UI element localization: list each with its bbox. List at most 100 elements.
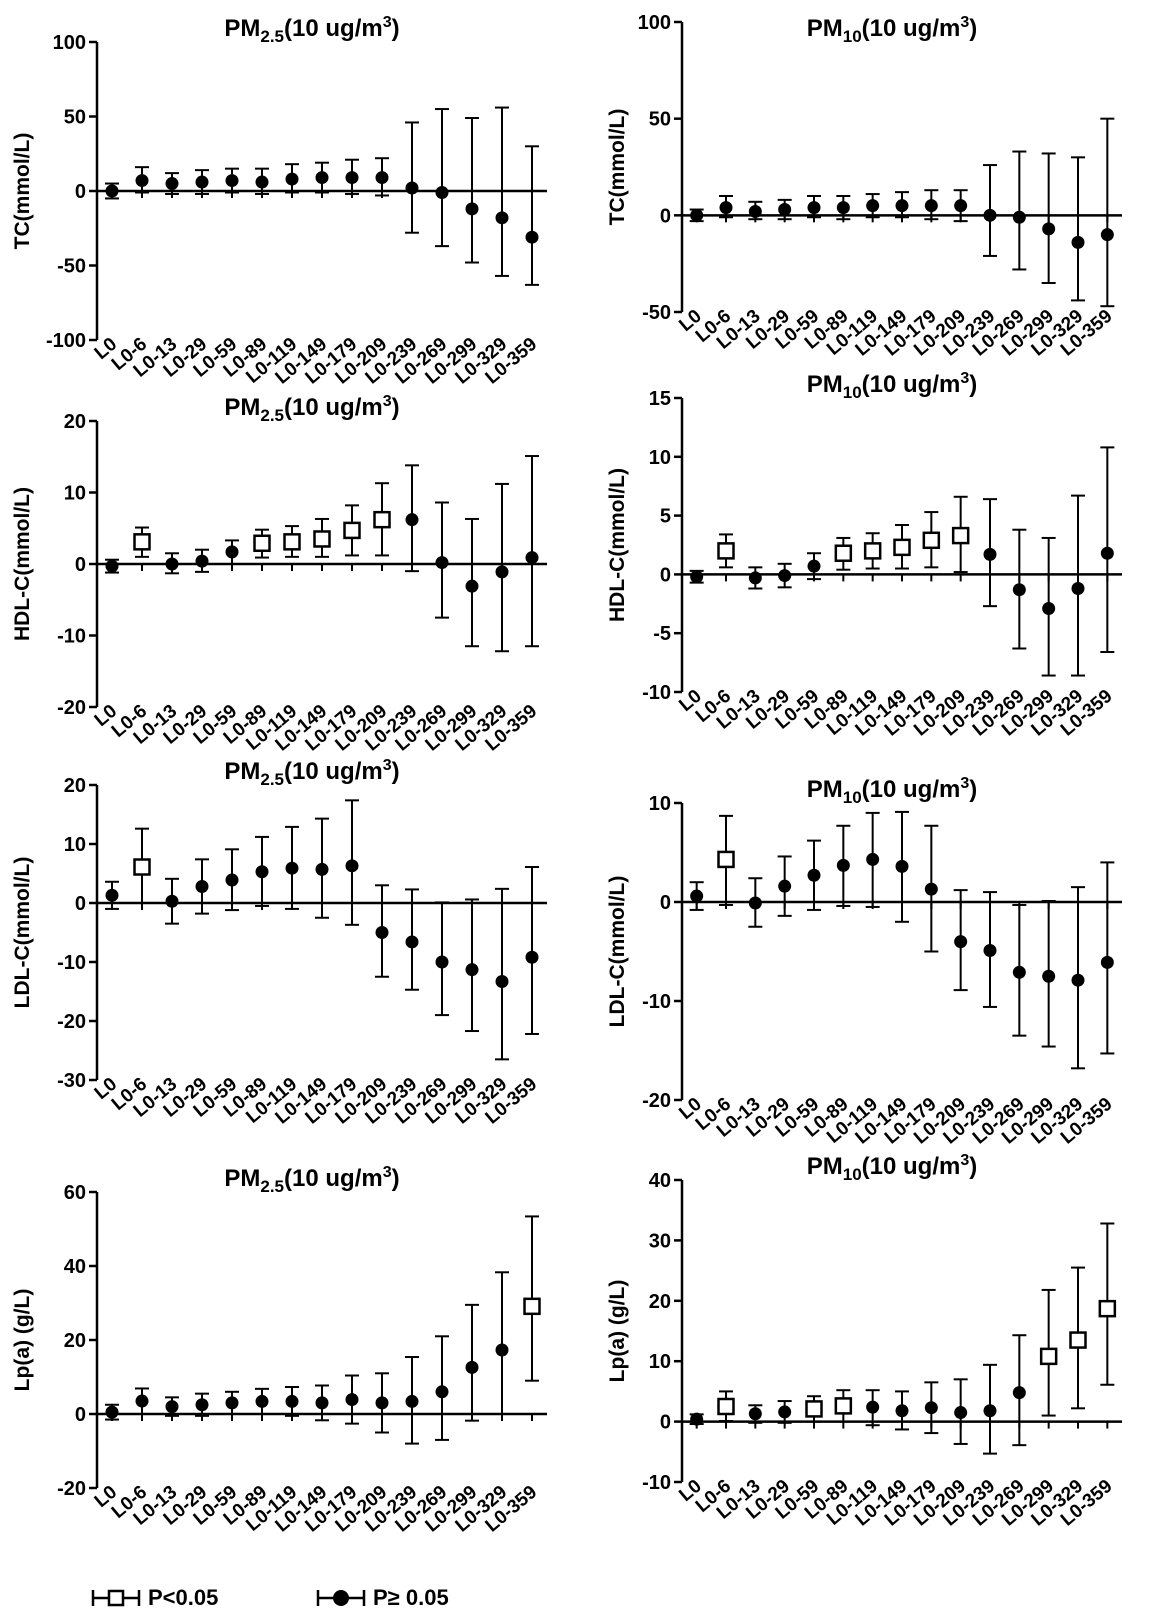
point-nonsignificant <box>405 1394 419 1408</box>
y-tick-label: 60 <box>64 1182 86 1204</box>
y-axis-label: HDL-C(mmol/L) <box>11 487 34 641</box>
point-nonsignificant <box>105 184 119 198</box>
point-nonsignificant <box>690 1412 704 1426</box>
y-tick-label: 0 <box>75 554 86 576</box>
point-nonsignificant <box>836 201 850 215</box>
point-significant <box>523 1297 541 1316</box>
y-tick-label: 5 <box>660 506 671 528</box>
point-nonsignificant <box>1071 973 1085 987</box>
y-tick-label: 0 <box>75 1404 86 1426</box>
point-nonsignificant <box>983 208 997 222</box>
y-tick-label: -10 <box>642 1472 671 1494</box>
point-nonsignificant <box>375 1396 389 1410</box>
point-nonsignificant <box>435 185 449 199</box>
point-nonsignificant <box>954 199 968 213</box>
point-nonsignificant <box>954 1406 968 1420</box>
point-nonsignificant <box>1042 969 1056 983</box>
y-tick-label: 50 <box>64 107 86 129</box>
chart-title: PM2.5(10 ug/m3) <box>224 393 399 425</box>
point-nonsignificant <box>465 963 479 977</box>
point-nonsignificant <box>807 868 821 882</box>
point-significant <box>1069 1331 1087 1349</box>
point-nonsignificant <box>405 513 419 527</box>
point-nonsignificant <box>255 1394 269 1408</box>
point-nonsignificant <box>807 559 821 573</box>
point-significant <box>373 510 391 529</box>
legend-label-significant: P<0.05 <box>148 1585 219 1610</box>
point-nonsignificant <box>285 861 299 875</box>
figure-panels: PM2.5(10 ug/m3)-100-50050100TC(mmol/L)L0… <box>11 12 1122 1537</box>
y-tick-label: 10 <box>649 447 671 469</box>
point-nonsignificant <box>778 569 792 583</box>
point-nonsignificant <box>1012 1386 1026 1400</box>
point-nonsignificant <box>435 1385 449 1399</box>
point-nonsignificant <box>924 1401 938 1415</box>
y-tick-label: -50 <box>642 302 671 324</box>
point-nonsignificant <box>1100 546 1114 560</box>
point-significant <box>834 1397 853 1415</box>
point-nonsignificant <box>255 175 269 189</box>
chart-panel-5: PM2.5(10 ug/m3) -30 -20 -10 0 10 20 LDL-C(mmol/… <box>11 757 547 1129</box>
y-tick-label: 0 <box>75 181 86 203</box>
point-nonsignificant <box>435 556 449 570</box>
point-significant <box>717 542 735 560</box>
point-nonsignificant <box>495 211 509 225</box>
point-nonsignificant <box>690 889 704 903</box>
point-nonsignificant <box>135 174 149 188</box>
point-nonsignificant <box>135 1394 149 1408</box>
y-tick-label: -10 <box>57 626 86 648</box>
point-nonsignificant <box>345 1393 359 1407</box>
point-significant <box>893 538 911 557</box>
y-tick-label: -50 <box>57 256 86 278</box>
point-significant <box>1098 1299 1117 1318</box>
point-nonsignificant <box>165 557 179 571</box>
y-axis-label: Lp(a) (g/L) <box>11 1289 34 1392</box>
point-nonsignificant <box>778 1405 792 1419</box>
point-nonsignificant <box>285 172 299 186</box>
chart-title: PM10(10 ug/m3) <box>807 14 978 46</box>
point-nonsignificant <box>924 199 938 213</box>
point-nonsignificant <box>895 1404 909 1418</box>
point-nonsignificant <box>748 896 762 910</box>
y-tick-label: 20 <box>64 1330 86 1352</box>
legend-filled-circle-icon <box>316 1590 366 1606</box>
point-nonsignificant <box>405 935 419 949</box>
y-axis-label: TC(mmol/L) <box>606 109 629 226</box>
y-tick-label: 0 <box>660 564 671 586</box>
point-nonsignificant <box>1012 583 1026 597</box>
y-tick-label: 10 <box>649 793 671 815</box>
legend-item-nonsignificant: P≥ 0.05 <box>315 1585 449 1611</box>
point-nonsignificant <box>866 1400 880 1414</box>
chart-panel-1: PM2.5(10 ug/m3)-100-50050100TC(mmol/L)L0… <box>11 14 547 389</box>
point-nonsignificant <box>525 551 539 565</box>
y-tick-label: 30 <box>649 1230 671 1252</box>
point-nonsignificant <box>1071 235 1085 249</box>
y-tick-label: -20 <box>642 1090 671 1112</box>
point-nonsignificant <box>435 955 449 969</box>
point-nonsignificant <box>690 570 704 584</box>
point-nonsignificant <box>954 935 968 949</box>
chart-panel-3: PM2.5(10 ug/m3)-20-1001020HDL-C(mmol/L)L… <box>11 393 547 756</box>
y-tick-label: 40 <box>649 1170 671 1192</box>
chart-title: PM2.5(10 ug/m3) <box>224 1164 399 1196</box>
point-nonsignificant <box>465 579 479 593</box>
y-tick-label: 10 <box>64 834 86 856</box>
point-nonsignificant <box>748 204 762 218</box>
y-tick-label: -20 <box>57 697 86 719</box>
y-tick-label: 0 <box>75 893 86 915</box>
point-nonsignificant <box>225 545 239 559</box>
y-tick-label: -20 <box>57 1011 86 1033</box>
point-nonsignificant <box>1100 955 1114 969</box>
point-nonsignificant <box>748 571 762 585</box>
point-nonsignificant <box>525 950 539 964</box>
y-tick-label: -20 <box>57 1478 86 1500</box>
point-nonsignificant <box>495 974 509 988</box>
y-tick-label: -10 <box>57 952 86 974</box>
point-nonsignificant <box>778 879 792 893</box>
point-nonsignificant <box>1100 228 1114 242</box>
y-tick-label: 10 <box>649 1351 671 1373</box>
y-axis-label: LDL-C(mmol/L) <box>606 876 629 1028</box>
point-nonsignificant <box>495 1343 509 1357</box>
y-tick-label: -30 <box>57 1070 86 1092</box>
point-significant <box>133 533 151 551</box>
